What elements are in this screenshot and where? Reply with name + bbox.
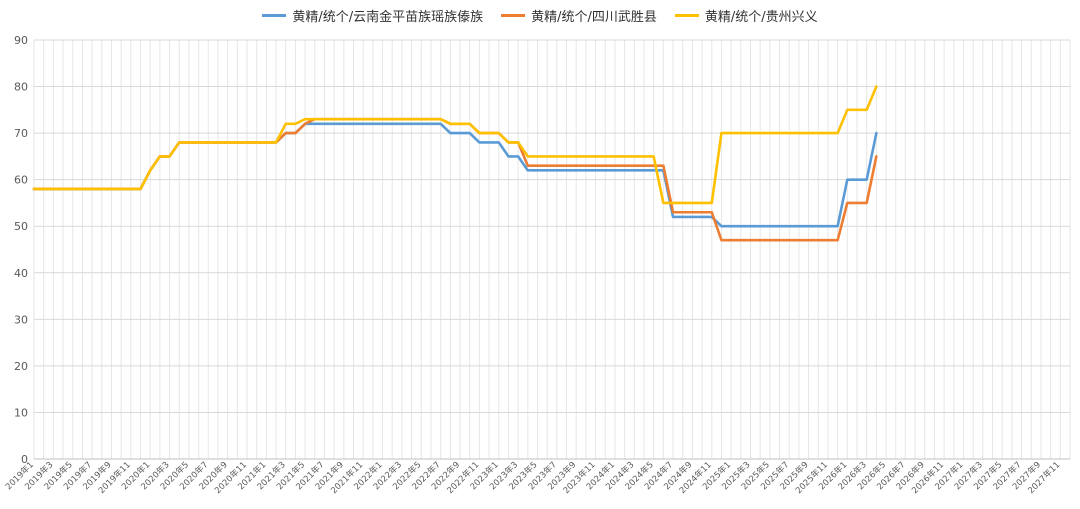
y-tick-label: 20 xyxy=(14,360,28,373)
legend-label-series-2: 黄精/统个/四川武胜县 xyxy=(531,10,657,25)
y-tick-label: 30 xyxy=(14,313,28,326)
legend-swatch-series-3 xyxy=(674,14,699,17)
y-tick-label: 60 xyxy=(14,174,28,187)
y-tick-label: 70 xyxy=(14,127,28,140)
y-tick-label: 50 xyxy=(14,220,28,233)
y-tick-label: 0 xyxy=(21,453,28,466)
legend-item-series-1: 黄精/统个/云南金平苗族瑶族傣族 xyxy=(262,6,483,25)
chart-legend: 黄精/统个/云南金平苗族瑶族傣族 黄精/统个/四川武胜县 黄精/统个/贵州兴义 xyxy=(0,6,1080,25)
y-tick-label: 90 xyxy=(14,34,28,47)
legend-swatch-series-1 xyxy=(262,14,287,17)
legend-label-series-1: 黄精/统个/云南金平苗族瑶族傣族 xyxy=(292,10,484,25)
legend-swatch-series-2 xyxy=(501,14,526,17)
legend-item-series-3: 黄精/统个/贵州兴义 xyxy=(674,6,818,25)
y-tick-label: 40 xyxy=(14,267,28,280)
series-line-3 xyxy=(32,85,878,205)
y-tick-label: 10 xyxy=(14,406,28,419)
y-tick-label: 80 xyxy=(14,81,28,94)
legend-label-series-3: 黄精/统个/贵州兴义 xyxy=(704,10,818,25)
legend-item-series-2: 黄精/统个/四川武胜县 xyxy=(501,6,657,25)
